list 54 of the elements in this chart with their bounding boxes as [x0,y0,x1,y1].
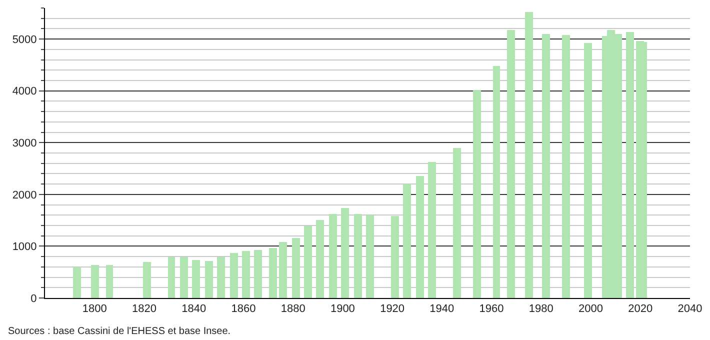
bar [292,238,300,298]
bar [106,265,113,298]
bar [254,250,262,298]
y-tick-label: 1000 [12,241,37,254]
x-tick-label: 2000 [578,303,604,316]
bar [269,248,277,298]
bar [168,257,175,298]
bar [217,257,225,298]
bar [453,148,461,298]
bar [205,261,213,298]
x-tick-label: 1900 [330,303,355,316]
bar [341,208,349,298]
y-tick-label: 4000 [12,86,37,98]
bar [354,214,362,298]
bar [242,251,250,298]
x-tick-label: 1980 [528,303,554,316]
bar [584,43,592,298]
bar [180,257,188,298]
bar [316,220,324,298]
bar [542,34,550,298]
x-tick-label: 2040 [678,303,702,316]
bar [391,216,399,298]
bar [91,265,99,298]
bar [304,226,312,298]
x-tick-label: 1920 [380,303,405,316]
bar [626,32,634,298]
x-tick-label: 1860 [231,303,256,316]
bar [428,162,436,298]
source-note: Sources : base Cassini de l'EHESS et base Insee. [8,326,231,337]
x-tick-label: 1940 [430,303,454,316]
bar [192,260,200,298]
x-tick-label: 1960 [479,303,504,316]
bar [329,214,337,298]
x-tick-label: 1800 [82,303,107,316]
bar [562,35,570,298]
bar [493,66,500,298]
y-tick-label: 0 [30,292,37,305]
bar [143,262,151,298]
bar [525,12,533,298]
x-tick-label: 1880 [280,303,306,316]
y-tick-label: 5000 [12,34,37,46]
bar [230,253,238,298]
x-tick-label: 1820 [132,303,156,316]
y-tick-label: 3000 [12,137,37,150]
bar [416,176,424,298]
bar [279,242,287,298]
bar [73,267,81,298]
x-tick-label: 2020 [628,303,653,316]
bar [507,30,515,298]
bar [403,184,411,298]
y-tick-label: 2000 [12,189,37,202]
x-tick-label: 1840 [182,303,206,316]
bar [473,90,481,298]
bar [366,215,374,298]
